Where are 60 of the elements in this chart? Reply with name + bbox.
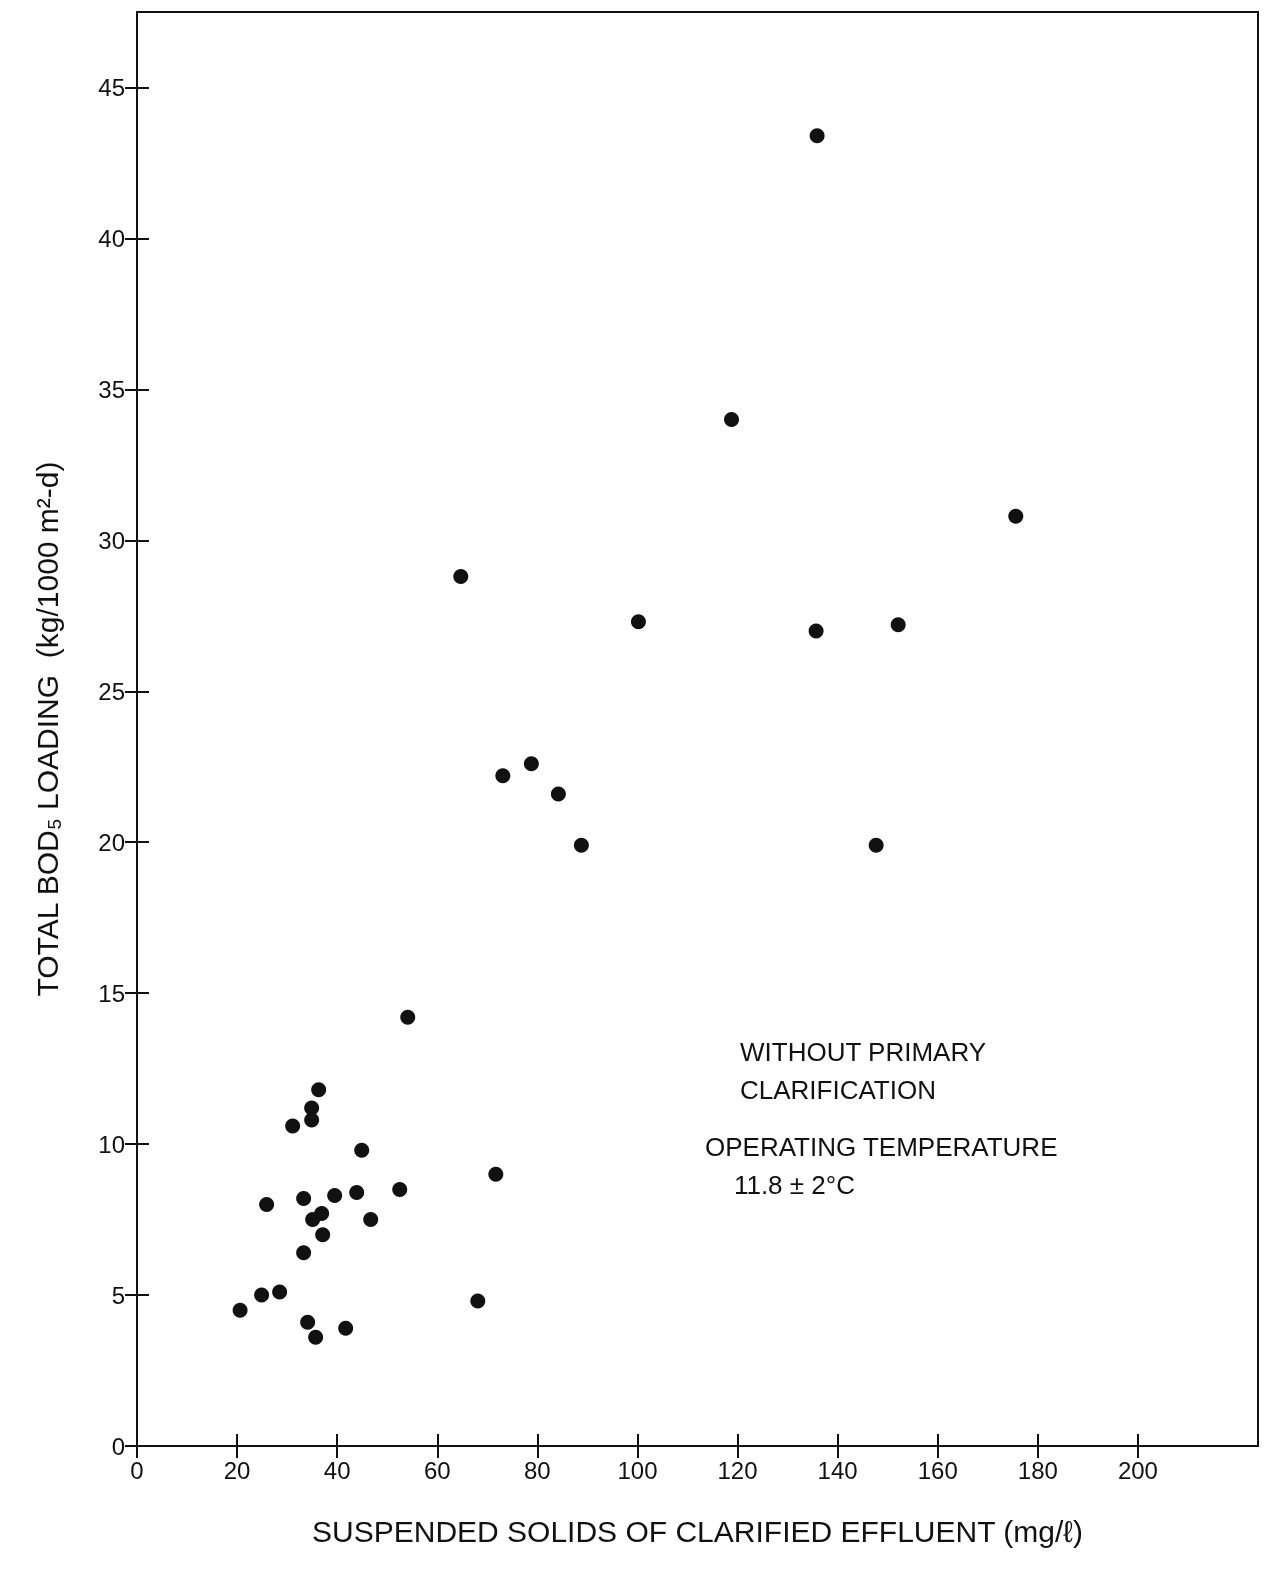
x-tick-label: 200	[1117, 1456, 1158, 1484]
point	[550, 786, 566, 802]
x-axis-title: SUSPENDED SOLIDS OF CLARIFIED EFFLUENT (mg/ℓ)	[312, 1514, 1083, 1548]
point	[354, 1142, 370, 1158]
point	[809, 128, 825, 144]
point	[868, 837, 884, 853]
point	[272, 1284, 288, 1300]
y-tick-label: 5	[111, 1281, 125, 1309]
y-tick-label: 10	[98, 1130, 125, 1158]
y-tick-label: 15	[98, 979, 125, 1007]
point	[338, 1320, 354, 1336]
point	[327, 1187, 343, 1203]
point	[315, 1227, 331, 1243]
annotation: WITHOUT PRIMARY CLARIFICATION	[740, 1037, 987, 1105]
x-tick-label: 100	[617, 1456, 658, 1484]
point	[304, 1112, 320, 1128]
point	[311, 1082, 327, 1098]
point	[523, 756, 539, 772]
y-axis-title: TOTAL BOD₅ LOADING (kg/1000 m²-d)	[30, 461, 64, 997]
point	[470, 1293, 486, 1309]
point	[488, 1166, 504, 1182]
point	[573, 837, 589, 853]
point	[254, 1287, 270, 1303]
point	[724, 412, 740, 428]
x-tick-label: 160	[917, 1456, 958, 1484]
point	[232, 1302, 248, 1318]
point	[890, 617, 906, 633]
x-tick-label: 140	[817, 1456, 858, 1484]
x-tick-label: 0	[130, 1456, 144, 1484]
point	[400, 1009, 416, 1025]
point	[808, 623, 824, 639]
annotation: OPERATING TEMPERATURE 11.8 ± 2°C	[705, 1132, 1058, 1200]
y-tick-label: 40	[98, 224, 125, 252]
y-tick-label: 35	[98, 375, 125, 403]
x-tick-label: 120	[717, 1456, 758, 1484]
point	[296, 1245, 312, 1261]
point	[392, 1181, 408, 1197]
point	[495, 768, 511, 784]
point	[363, 1212, 379, 1228]
point	[304, 1100, 320, 1116]
x-tick-label: 40	[323, 1456, 351, 1484]
point	[285, 1118, 301, 1134]
x-tick-label: 180	[1017, 1456, 1058, 1484]
point	[308, 1329, 324, 1345]
x-tick-label: 60	[423, 1456, 451, 1484]
y-tick-label: 0	[111, 1432, 125, 1460]
point	[300, 1314, 316, 1330]
point	[349, 1184, 365, 1200]
point	[453, 569, 469, 585]
point	[1008, 508, 1024, 524]
y-tick-label: 30	[98, 526, 125, 554]
x-tick-label: 80	[524, 1456, 551, 1484]
point	[305, 1212, 321, 1228]
y-tick-label: 45	[98, 73, 125, 101]
point	[296, 1190, 312, 1206]
y-tick-label: 25	[98, 677, 125, 705]
x-tick-label: 20	[223, 1456, 251, 1484]
point	[630, 614, 646, 630]
y-tick-label: 20	[98, 828, 125, 856]
point	[259, 1196, 275, 1212]
